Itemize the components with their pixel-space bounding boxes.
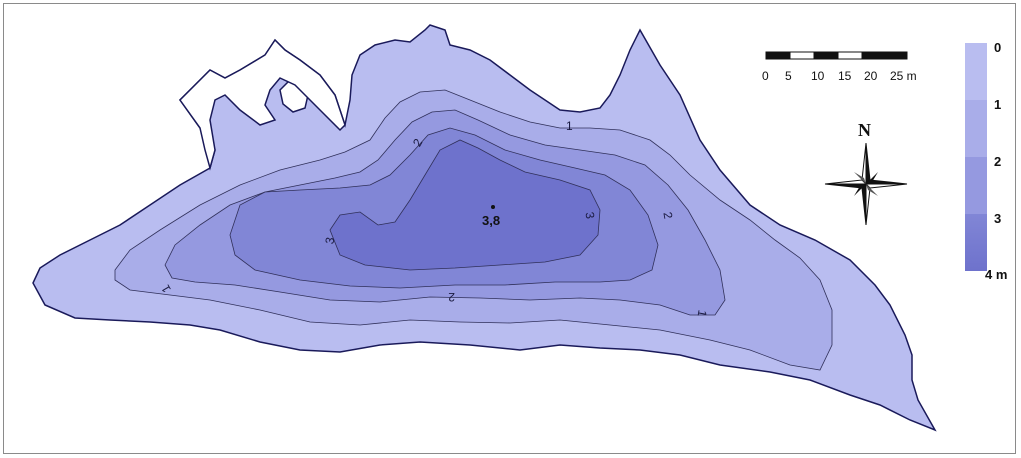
contour-depth-4 [329, 139, 601, 271]
scale-tick-15: 15 [838, 69, 852, 83]
scale-tick-0: 0 [762, 69, 769, 83]
scale-tick-25: 25 m [890, 69, 917, 83]
legend-swatch-2 [965, 157, 987, 214]
contour-label-1-top: 1 [566, 119, 573, 133]
scale-bar: 0 5 10 15 20 25 m [762, 51, 917, 83]
scale-tick-5: 5 [785, 69, 792, 83]
contour-label-2-bottom: 2 [448, 290, 455, 304]
legend-label-4: 4 m [985, 267, 1007, 282]
shore-notch [179, 38, 346, 171]
contour-label-3-right: 3 [582, 211, 597, 220]
contour-label-1-bottom: 1 [695, 309, 710, 318]
depth-legend: 0 1 2 3 4 m [965, 40, 1007, 282]
scale-tick-20: 20 [864, 69, 878, 83]
north-label: N [858, 120, 871, 140]
contour-label-3-left: 3 [322, 236, 337, 245]
deepest-point-label: 3,8 [482, 213, 500, 228]
contour-label-2-right: 2 [660, 211, 675, 220]
compass-rose-icon [824, 142, 908, 226]
legend-label-1: 1 [994, 97, 1001, 112]
scale-tick-10: 10 [811, 69, 825, 83]
legend-label-2: 2 [994, 154, 1001, 169]
deepest-point-marker [491, 205, 495, 209]
north-arrow: N [824, 120, 908, 226]
legend-swatch-1 [965, 100, 987, 157]
legend-label-0: 0 [994, 40, 1001, 55]
legend-swatch-0 [965, 43, 987, 100]
blank-label-area [386, 386, 586, 448]
legend-swatch-gradient [965, 214, 987, 271]
legend-label-3: 3 [994, 211, 1001, 226]
